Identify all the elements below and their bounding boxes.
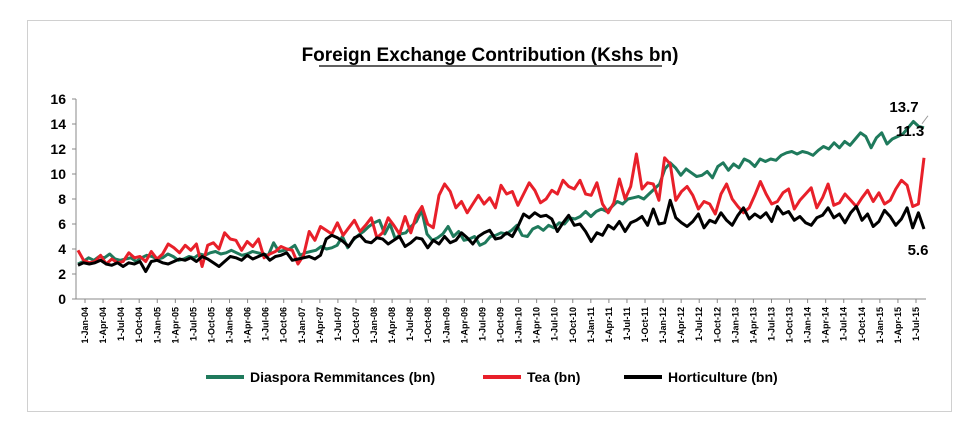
- x-tick-label: 1-Jan-12: [658, 307, 668, 344]
- x-tick-label: 1-Jan-09: [441, 307, 451, 344]
- x-tick-label: 1-Jan-07: [297, 307, 307, 344]
- chart-frame: Foreign Exchange Contribution (Kshs bn) …: [27, 20, 952, 412]
- x-tick-label: 1-Jul-15: [911, 307, 921, 341]
- x-tick-label: 1-Jan-15: [875, 307, 885, 344]
- y-tick-label: 4: [58, 241, 66, 257]
- y-tick-label: 2: [58, 266, 66, 282]
- x-tick-label: 1-Apr-08: [387, 307, 397, 344]
- axes: 0 2 4 6 8 10 12 14 16 1-Jan-04 1-Apr-04 1-Jul-04 1-O…: [50, 91, 926, 344]
- y-tick-label: 16: [50, 91, 66, 107]
- y-tick-label: 0: [58, 291, 66, 307]
- x-tick-label: 1-Jul-07: [333, 307, 343, 341]
- x-tick-label: 1-Jul-08: [405, 307, 415, 341]
- legend-label: Tea (bn): [527, 369, 580, 385]
- x-tick-label: 1-Oct-11: [640, 307, 650, 343]
- legend-label: Diaspora Remmitances (bn): [250, 369, 435, 385]
- x-tick-label: 1-Apr-11: [604, 307, 614, 343]
- x-tick-label: 1-Oct-09: [496, 307, 506, 343]
- x-tick-label: 1-Jul-11: [622, 307, 632, 341]
- x-tick-label: 1-Jul-06: [261, 307, 271, 341]
- x-tick-label: 1-Jan-05: [152, 307, 162, 344]
- x-tick-label: 1-Oct-12: [712, 307, 722, 343]
- series-layer: [76, 120, 926, 273]
- x-tick-label: 1-Apr-14: [821, 307, 831, 344]
- x-tick-label: 1-Jan-06: [225, 307, 235, 344]
- y-tick-label: 8: [58, 191, 66, 207]
- x-tick-label: 1-Oct-07: [351, 307, 361, 343]
- x-tick-label: 1-Oct-05: [206, 307, 216, 343]
- annotations: 13.7 11.3 5.6: [889, 99, 928, 259]
- x-tick-label: 1-Oct-08: [423, 307, 433, 343]
- x-tick-label: 1-Jul-10: [550, 307, 560, 341]
- x-tick-label: 1-Oct-04: [134, 307, 144, 343]
- y-tick-label: 6: [58, 216, 66, 232]
- x-tick-label: 1-Jul-04: [116, 307, 126, 341]
- x-tick-label: 1-Jul-13: [766, 307, 776, 341]
- x-tick-label: 1-Apr-10: [532, 307, 542, 344]
- x-tick-label: 1-Jul-09: [477, 307, 487, 341]
- end-value-label: 13.7: [889, 99, 918, 116]
- series-line-tea: [76, 152, 926, 268]
- legend: Diaspora Remmitances (bn) Tea (bn) Horticu…: [206, 369, 778, 385]
- y-tick-label: 12: [50, 141, 66, 157]
- x-tick-label: 1-Jan-10: [514, 307, 524, 344]
- chart-title: Foreign Exchange Contribution (Kshs bn): [302, 45, 679, 66]
- y-tick-label: 10: [50, 166, 66, 182]
- x-tick-label: 1-Jan-14: [803, 307, 813, 344]
- y-tick-label: 14: [50, 116, 66, 132]
- line-chart: Foreign Exchange Contribution (Kshs bn) …: [50, 45, 928, 385]
- x-tick-label: 1-Oct-14: [857, 307, 867, 343]
- x-tick-label: 1-Jan-11: [586, 307, 596, 343]
- x-tick-label: 1-Jul-14: [839, 307, 849, 341]
- x-tick-label: 1-Apr-04: [98, 307, 108, 344]
- x-tick-label: 1-Apr-12: [676, 307, 686, 344]
- x-tick-label: 1-Jul-05: [188, 307, 198, 341]
- x-tick-label: 1-Apr-09: [459, 307, 469, 344]
- end-value-label: 5.6: [908, 242, 929, 259]
- x-tick-label: 1-Apr-07: [315, 307, 325, 344]
- x-tick-label: 1-Apr-06: [243, 307, 253, 344]
- x-tick-label: 1-Oct-06: [279, 307, 289, 343]
- x-tick-label: 1-Oct-13: [785, 307, 795, 343]
- x-tick-label: 1-Jan-13: [730, 307, 740, 344]
- series-line-diaspora: [77, 120, 925, 266]
- x-tick-label: 1-Jan-04: [80, 307, 90, 344]
- legend-label: Horticulture (bn): [668, 369, 778, 385]
- x-tick-label: 1-Apr-15: [893, 307, 903, 344]
- end-value-label: 11.3: [896, 123, 924, 140]
- x-tick-label: 1-Apr-13: [748, 307, 758, 344]
- x-tick-label: 1-Jul-12: [694, 307, 704, 341]
- x-tick-label: 1-Oct-10: [568, 307, 578, 343]
- x-tick-label: 1-Jan-08: [369, 307, 379, 344]
- annotation-leader-line: [921, 115, 929, 125]
- series-line-horticulture: [77, 198, 926, 273]
- x-tick-label: 1-Apr-05: [170, 307, 180, 344]
